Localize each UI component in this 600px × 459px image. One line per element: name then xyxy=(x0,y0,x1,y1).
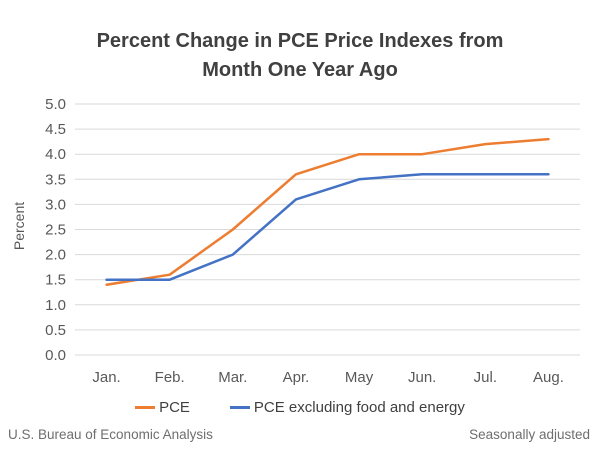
legend-item-core-pce: PCE excluding food and energy xyxy=(229,399,465,416)
adjustment-note: Seasonally adjusted xyxy=(469,427,590,442)
legend-label-core-pce: PCE excluding food and energy xyxy=(253,399,465,416)
y-tick-label: 1.0 xyxy=(45,297,66,314)
y-tick-label: 5.0 xyxy=(45,96,66,113)
x-tick-label: Jul. xyxy=(474,369,497,386)
legend-item-pce: PCE xyxy=(135,399,190,416)
y-tick-label: 2.0 xyxy=(45,247,66,264)
y-tick-label: 0.5 xyxy=(45,322,66,339)
y-tick-label: 4.5 xyxy=(45,121,66,138)
pce-line-swatch xyxy=(135,406,156,409)
chart-title: Percent Change in PCE Price Indexes from… xyxy=(96,30,504,81)
x-tick-label: Jan. xyxy=(92,369,120,386)
series-line-pce-excluding-food-and-energy xyxy=(105,173,550,281)
series-line-pce xyxy=(105,137,550,286)
y-tick-label: 1.5 xyxy=(45,272,66,289)
core-pce-line-swatch xyxy=(229,406,250,409)
source-note: U.S. Bureau of Economic Analysis xyxy=(8,427,213,442)
y-tick-label: 4.0 xyxy=(45,146,66,163)
x-tick-label: Feb. xyxy=(155,369,185,386)
legend-label-pce: PCE xyxy=(159,399,190,416)
x-tick-label: Mar. xyxy=(218,369,247,386)
y-tick-label: 2.5 xyxy=(45,222,66,239)
x-tick-label: May xyxy=(345,369,374,386)
x-tick-label: Jun. xyxy=(408,369,436,386)
footer: U.S. Bureau of Economic Analysis Seasona… xyxy=(8,427,590,442)
y-tick-label: 3.5 xyxy=(45,171,66,188)
y-tick-label: 3.0 xyxy=(45,196,66,213)
y-tick-label: 0.0 xyxy=(45,347,66,364)
x-tick-label: Aug. xyxy=(533,369,564,386)
legend: PCE PCE excluding food and energy xyxy=(0,399,600,416)
x-tick-label: Apr. xyxy=(283,369,310,386)
